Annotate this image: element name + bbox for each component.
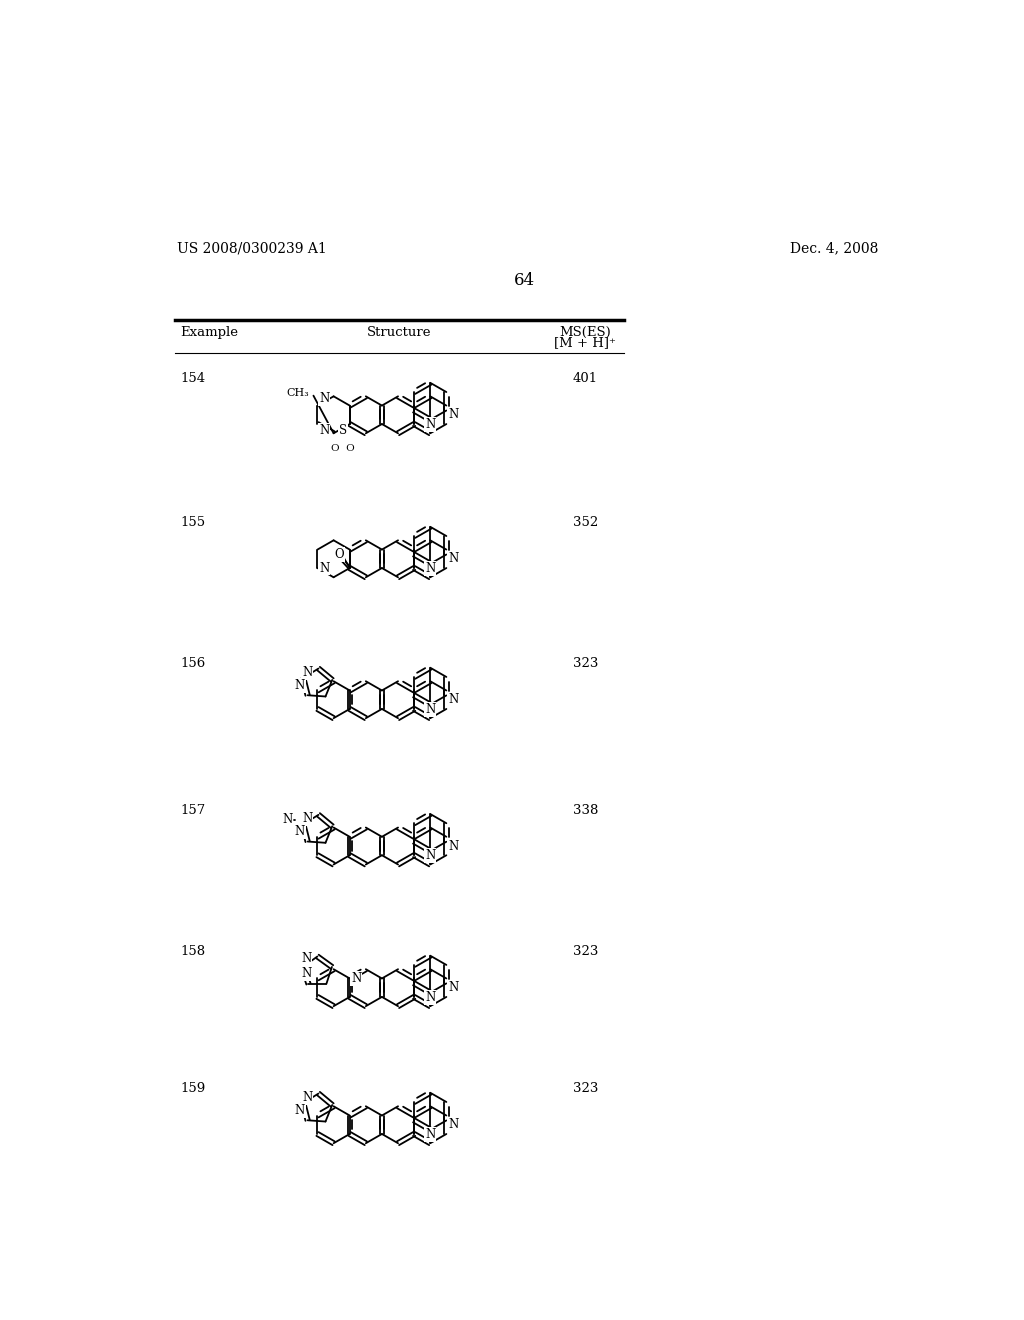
Text: 64: 64 <box>514 272 536 289</box>
Text: N: N <box>425 418 435 430</box>
Text: S: S <box>339 425 347 437</box>
Text: 323: 323 <box>572 1082 598 1096</box>
Text: 158: 158 <box>180 945 206 958</box>
Text: N: N <box>302 667 312 678</box>
Text: 352: 352 <box>572 516 598 529</box>
Text: MS(ES): MS(ES) <box>559 326 611 339</box>
Text: N: N <box>449 840 459 853</box>
Text: N: N <box>301 968 311 979</box>
Text: Dec. 4, 2008: Dec. 4, 2008 <box>790 242 879 256</box>
Text: Example: Example <box>180 326 239 339</box>
Text: N: N <box>351 972 361 985</box>
Text: N: N <box>425 702 435 715</box>
Text: 401: 401 <box>572 372 598 385</box>
Text: N: N <box>425 562 435 576</box>
Text: N: N <box>319 561 330 574</box>
Text: 323: 323 <box>572 657 598 671</box>
Text: O  O: O O <box>331 444 354 453</box>
Text: N: N <box>425 1127 435 1140</box>
Text: 159: 159 <box>180 1082 206 1096</box>
Text: Structure: Structure <box>367 326 431 339</box>
Text: 323: 323 <box>572 945 598 958</box>
Text: N: N <box>425 991 435 1003</box>
Text: N: N <box>295 1104 305 1117</box>
Text: N: N <box>319 392 330 405</box>
Text: N: N <box>301 952 311 965</box>
Text: N: N <box>295 825 305 838</box>
Text: N: N <box>425 849 435 862</box>
Text: N: N <box>449 552 459 565</box>
Text: 155: 155 <box>180 516 206 529</box>
Text: N: N <box>449 1118 459 1131</box>
Text: N: N <box>302 812 312 825</box>
Text: 156: 156 <box>180 657 206 671</box>
Text: 154: 154 <box>180 372 206 385</box>
Text: N: N <box>319 425 330 437</box>
Text: N: N <box>449 693 459 706</box>
Text: 338: 338 <box>572 804 598 817</box>
Text: [M + H]⁺: [M + H]⁺ <box>554 337 616 350</box>
Text: N: N <box>449 408 459 421</box>
Text: US 2008/0300239 A1: US 2008/0300239 A1 <box>177 242 327 256</box>
Text: N: N <box>295 678 305 692</box>
Text: O: O <box>334 548 344 561</box>
Text: N: N <box>302 1092 312 1104</box>
Text: N: N <box>449 981 459 994</box>
Text: CH₃: CH₃ <box>286 388 309 397</box>
Text: 157: 157 <box>180 804 206 817</box>
Text: N: N <box>282 813 292 826</box>
